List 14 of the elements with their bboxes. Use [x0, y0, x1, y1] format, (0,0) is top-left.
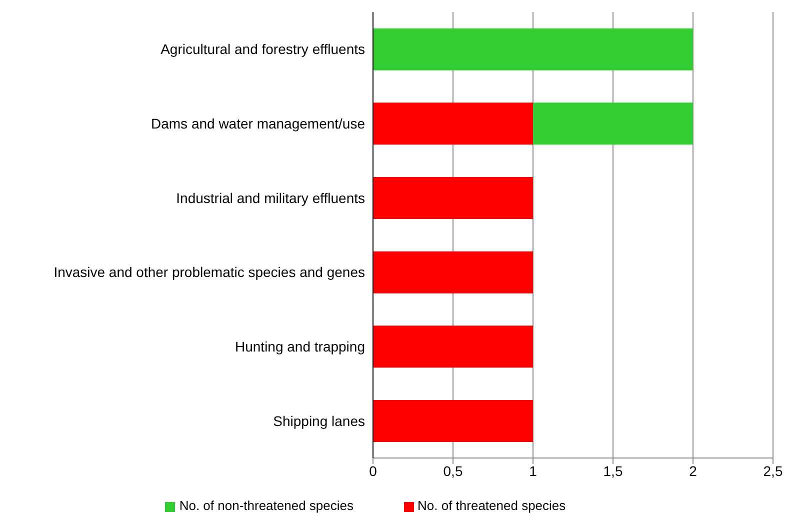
- x-tick-label: 1: [529, 462, 538, 479]
- y-tick-label: Industrial and military effluents: [176, 190, 365, 206]
- x-tick-label: 2,5: [763, 462, 783, 479]
- y-tick-label: Hunting and trapping: [235, 338, 365, 354]
- legend-label: No. of non-threatened species: [179, 498, 354, 513]
- x-tick-label: 0,5: [443, 462, 463, 479]
- y-tick-label: Agricultural and forestry effluents: [160, 41, 365, 58]
- y-tick-label: Invasive and other problematic species and genes: [54, 264, 365, 280]
- x-tick-label: 1,5: [603, 462, 623, 479]
- y-tick-label: Shipping lanes: [273, 412, 365, 429]
- x-tick-label: 2: [689, 462, 698, 479]
- legend-label: No. of threatened species: [418, 498, 566, 513]
- x-tick-label: 0: [369, 462, 378, 479]
- y-tick-label: Dams and water management/use: [151, 115, 366, 132]
